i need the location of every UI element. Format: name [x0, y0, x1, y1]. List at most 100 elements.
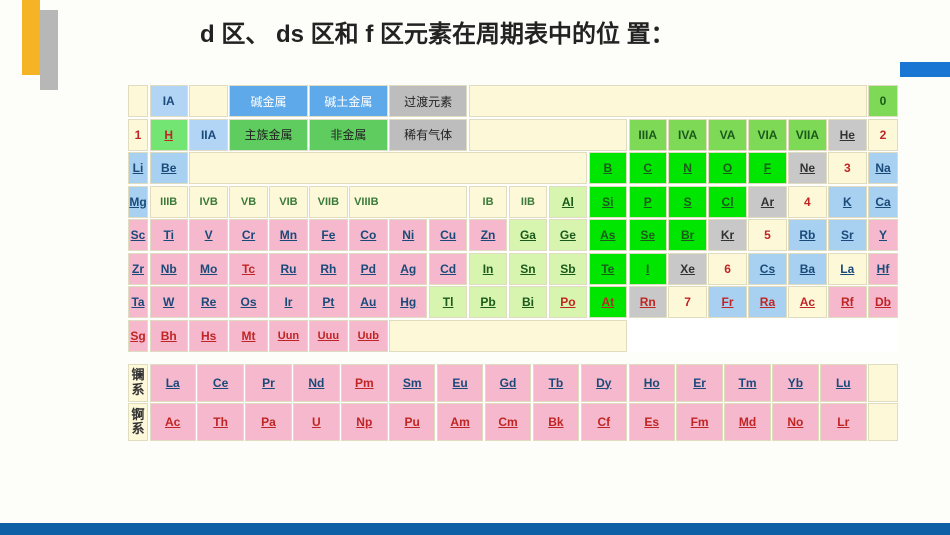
el-Bk[interactable]: Bk	[533, 403, 579, 441]
el-La[interactable]: La	[828, 253, 866, 285]
el-At[interactable]: At	[589, 286, 627, 318]
el-Sb[interactable]: Sb	[549, 253, 587, 285]
el-Rf[interactable]: Rf	[828, 286, 866, 318]
el-Kr[interactable]: Kr	[708, 219, 746, 251]
el-Hg[interactable]: Hg	[389, 286, 427, 318]
el-Rh[interactable]: Rh	[309, 253, 347, 285]
el-In[interactable]: In	[469, 253, 507, 285]
el-Bh[interactable]: Bh	[150, 320, 188, 352]
el-Yb[interactable]: Yb	[772, 364, 818, 402]
el-Pu[interactable]: Pu	[389, 403, 435, 441]
el-Er[interactable]: Er	[676, 364, 722, 402]
el-Ti[interactable]: Ti	[150, 219, 188, 251]
el-Eu[interactable]: Eu	[437, 364, 483, 402]
el-U[interactable]: U	[293, 403, 339, 441]
el-Mo[interactable]: Mo	[189, 253, 227, 285]
el-Tl[interactable]: Tl	[429, 286, 467, 318]
el-As[interactable]: As	[589, 219, 627, 251]
el-Ir[interactable]: Ir	[269, 286, 307, 318]
el-Nd[interactable]: Nd	[293, 364, 339, 402]
el-Pa[interactable]: Pa	[245, 403, 291, 441]
el-Cm[interactable]: Cm	[485, 403, 531, 441]
el-Ag[interactable]: Ag	[389, 253, 427, 285]
el-Ni[interactable]: Ni	[389, 219, 427, 251]
el-Pt[interactable]: Pt	[309, 286, 347, 318]
el-Cu[interactable]: Cu	[429, 219, 467, 251]
el-Si[interactable]: Si	[589, 186, 627, 218]
el-O[interactable]: O	[708, 152, 746, 184]
el-Ge[interactable]: Ge	[549, 219, 587, 251]
el-Mn[interactable]: Mn	[269, 219, 307, 251]
el-Re[interactable]: Re	[189, 286, 227, 318]
el-Pb[interactable]: Pb	[469, 286, 507, 318]
el-Rn[interactable]: Rn	[629, 286, 667, 318]
el-C[interactable]: C	[629, 152, 667, 184]
el-N[interactable]: N	[668, 152, 706, 184]
el-Pm[interactable]: Pm	[341, 364, 387, 402]
el-Be[interactable]: Be	[150, 152, 188, 184]
el-No[interactable]: No	[772, 403, 818, 441]
el-Cf[interactable]: Cf	[581, 403, 627, 441]
el-Ar[interactable]: Ar	[748, 186, 786, 218]
el-Sg[interactable]: Sg	[128, 320, 148, 352]
el-Sm[interactable]: Sm	[389, 364, 435, 402]
el-Pd[interactable]: Pd	[349, 253, 387, 285]
el-Zn[interactable]: Zn	[469, 219, 507, 251]
el-S[interactable]: S	[668, 186, 706, 218]
el-B[interactable]: B	[589, 152, 627, 184]
el-Cl[interactable]: Cl	[708, 186, 746, 218]
el-Bi[interactable]: Bi	[509, 286, 547, 318]
el-Np[interactable]: Np	[341, 403, 387, 441]
el-Lu[interactable]: Lu	[820, 364, 866, 402]
el-Sr[interactable]: Sr	[828, 219, 866, 251]
el-Tc[interactable]: Tc	[229, 253, 267, 285]
el-He[interactable]: He	[828, 119, 866, 151]
el-V[interactable]: V	[189, 219, 227, 251]
el-Ho[interactable]: Ho	[629, 364, 675, 402]
el-Ca[interactable]: Ca	[868, 186, 898, 218]
el-W[interactable]: W	[150, 286, 188, 318]
el-Co[interactable]: Co	[349, 219, 387, 251]
el-Cr[interactable]: Cr	[229, 219, 267, 251]
el-P[interactable]: P	[629, 186, 667, 218]
el-Th[interactable]: Th	[197, 403, 243, 441]
el-Dy[interactable]: Dy	[581, 364, 627, 402]
el-Te[interactable]: Te	[589, 253, 627, 285]
el-Md[interactable]: Md	[724, 403, 770, 441]
el-Lr[interactable]: Lr	[820, 403, 866, 441]
el-Pr[interactable]: Pr	[245, 364, 291, 402]
el-Hs[interactable]: Hs	[189, 320, 227, 352]
el-K[interactable]: K	[828, 186, 866, 218]
el-Fr[interactable]: Fr	[708, 286, 746, 318]
el-Uub[interactable]: Uub	[349, 320, 387, 352]
el-Xe[interactable]: Xe	[668, 253, 706, 285]
el-Po[interactable]: Po	[549, 286, 587, 318]
el-H[interactable]: H	[150, 119, 188, 151]
el-F[interactable]: F	[748, 152, 786, 184]
el-Os[interactable]: Os	[229, 286, 267, 318]
el-Am[interactable]: Am	[437, 403, 483, 441]
el-Sn[interactable]: Sn	[509, 253, 547, 285]
el-Ga[interactable]: Ga	[509, 219, 547, 251]
el-Li[interactable]: Li	[128, 152, 148, 184]
el-Tb[interactable]: Tb	[533, 364, 579, 402]
el-Db[interactable]: Db	[868, 286, 898, 318]
el-Br[interactable]: Br	[668, 219, 706, 251]
el-Fe[interactable]: Fe	[309, 219, 347, 251]
el-La2[interactable]: La	[150, 364, 196, 402]
el-Hf[interactable]: Hf	[868, 253, 898, 285]
el-Cs[interactable]: Cs	[748, 253, 786, 285]
el-Se[interactable]: Se	[629, 219, 667, 251]
el-Rb[interactable]: Rb	[788, 219, 826, 251]
el-Ta[interactable]: Ta	[128, 286, 148, 318]
el-Na[interactable]: Na	[868, 152, 898, 184]
el-Nb[interactable]: Nb	[150, 253, 188, 285]
el-Uuu[interactable]: Uuu	[309, 320, 347, 352]
el-Es[interactable]: Es	[629, 403, 675, 441]
el-Sc[interactable]: Sc	[128, 219, 148, 251]
el-I[interactable]: I	[629, 253, 667, 285]
el-Mt[interactable]: Mt	[229, 320, 267, 352]
el-Cd[interactable]: Cd	[429, 253, 467, 285]
el-Ce[interactable]: Ce	[197, 364, 243, 402]
el-Ru[interactable]: Ru	[269, 253, 307, 285]
